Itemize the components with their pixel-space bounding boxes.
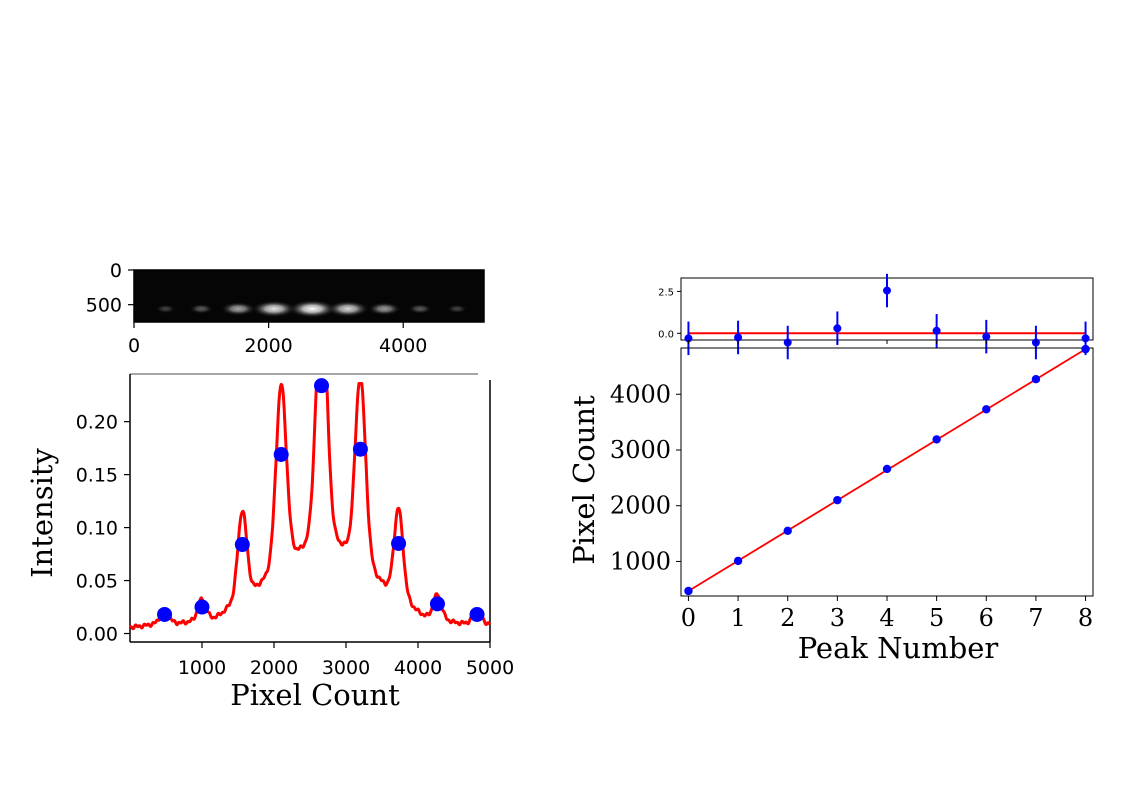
residual-point bbox=[982, 332, 991, 341]
detector-spots bbox=[155, 299, 468, 318]
profile-peak-marker bbox=[429, 596, 445, 612]
detector-y-tick-label: 500 bbox=[86, 295, 122, 317]
detector-spot bbox=[446, 304, 468, 314]
residual-point bbox=[684, 334, 693, 343]
profile-y-tick-label: 0.05 bbox=[76, 571, 118, 593]
peak-point bbox=[833, 495, 842, 505]
fit-x-label: Peak Number bbox=[798, 631, 999, 665]
fit-y-label: Pixel Count bbox=[567, 395, 601, 565]
profile-y-ticks: 0.00 0.05 0.10 0.15 0.20 bbox=[76, 412, 130, 646]
intensity-profile-line bbox=[129, 382, 492, 631]
detector-y-tick-label: 0 bbox=[110, 260, 122, 282]
detector-spot bbox=[288, 299, 337, 318]
residuals-y-ticks: 0.0 2.5 bbox=[658, 287, 681, 340]
fit-y-tick-label: 3000 bbox=[610, 436, 671, 464]
peak-point bbox=[733, 556, 743, 566]
detector-x-tick-label: 2000 bbox=[244, 335, 292, 357]
peak-fit-panel: 0 1 2 3 4 5 6 7 8 1000 2000 3000 4000 Peak Number P… bbox=[567, 344, 1094, 665]
residual-point bbox=[932, 326, 941, 335]
peak-point bbox=[932, 435, 941, 444]
detector-x-ticks: 0 2000 4000 bbox=[128, 322, 427, 357]
profile-x-ticks: 1000 2000 3000 4000 5000 bbox=[178, 642, 514, 679]
residual-point bbox=[833, 324, 842, 333]
fit-x-tick-label: 1 bbox=[730, 604, 745, 632]
profile-y-label: Intensity bbox=[25, 447, 59, 577]
detector-image-panel: 0 2000 4000 0 500 bbox=[86, 260, 485, 357]
residuals-panel: 0.0 2.5 bbox=[658, 273, 1094, 360]
residual-points bbox=[684, 273, 1090, 360]
fit-x-tick-label: 6 bbox=[979, 604, 994, 632]
detector-spot bbox=[367, 302, 402, 316]
profile-y-tick-label: 0.15 bbox=[76, 465, 118, 487]
fit-x-ticks: 0 1 2 3 4 5 6 7 8 bbox=[681, 596, 1093, 632]
profile-peak-marker bbox=[391, 535, 407, 551]
profile-x-label: Pixel Count bbox=[230, 678, 400, 712]
profile-x-tick-label: 3000 bbox=[322, 657, 370, 679]
detector-spot bbox=[220, 301, 257, 316]
fit-x-tick-label: 4 bbox=[879, 604, 894, 632]
profile-peak-marker bbox=[234, 537, 250, 553]
peak-point bbox=[783, 526, 792, 535]
fit-y-tick-label: 4000 bbox=[610, 380, 671, 408]
fit-x-tick-label: 5 bbox=[929, 604, 944, 632]
profile-y-tick-label: 0.00 bbox=[76, 624, 118, 646]
profile-peak-marker bbox=[273, 447, 289, 463]
profile-peak-markers bbox=[157, 378, 485, 622]
detector-y-ticks: 0 500 bbox=[86, 260, 134, 317]
profile-x-tick-label: 2000 bbox=[250, 657, 298, 679]
peak-point bbox=[1081, 344, 1090, 354]
residual-point bbox=[883, 286, 891, 295]
fit-x-tick-label: 7 bbox=[1028, 604, 1043, 632]
peak-point bbox=[982, 405, 991, 414]
fit-x-tick-label: 0 bbox=[681, 604, 696, 632]
profile-x-tick-label: 1000 bbox=[178, 657, 226, 679]
profile-peak-marker bbox=[194, 599, 210, 615]
peak-point bbox=[1031, 375, 1041, 384]
detector-x-tick-label: 0 bbox=[128, 335, 140, 357]
fit-y-tick-label: 2000 bbox=[610, 492, 671, 520]
profile-x-tick-label: 4000 bbox=[394, 657, 442, 679]
peak-point bbox=[684, 586, 693, 596]
fit-x-tick-label: 8 bbox=[1078, 604, 1093, 632]
detector-spot bbox=[251, 300, 297, 318]
profile-peak-marker bbox=[157, 606, 173, 622]
profile-y-tick-label: 0.10 bbox=[76, 518, 118, 540]
detector-spot bbox=[189, 303, 214, 314]
detector-x-tick-label: 4000 bbox=[379, 335, 427, 357]
profile-peak-marker bbox=[469, 606, 485, 622]
residuals-x-ticks bbox=[687, 340, 1087, 344]
profile-peak-marker bbox=[352, 441, 368, 457]
residual-point bbox=[1081, 334, 1090, 343]
fit-y-ticks: 1000 2000 3000 4000 bbox=[610, 380, 681, 575]
residual-point bbox=[734, 333, 743, 342]
residual-y-tick-label: 0.0 bbox=[658, 329, 674, 340]
fit-x-tick-label: 3 bbox=[830, 604, 845, 632]
peak-points bbox=[684, 344, 1090, 596]
fit-y-tick-label: 1000 bbox=[610, 547, 671, 575]
profile-y-tick-label: 0.20 bbox=[76, 412, 118, 434]
detector-spot bbox=[326, 300, 370, 317]
profile-peak-marker bbox=[314, 378, 330, 394]
intensity-profile-panel: 1000 2000 3000 4000 5000 0.00 0.05 0.10 0.15 0.2… bbox=[25, 373, 514, 712]
detector-spot bbox=[407, 303, 433, 314]
fit-x-tick-label: 2 bbox=[780, 604, 795, 632]
detector-spot bbox=[155, 304, 177, 314]
peak-point bbox=[882, 464, 892, 474]
residual-y-tick-label: 2.5 bbox=[658, 287, 674, 298]
profile-x-tick-label: 5000 bbox=[466, 657, 514, 679]
